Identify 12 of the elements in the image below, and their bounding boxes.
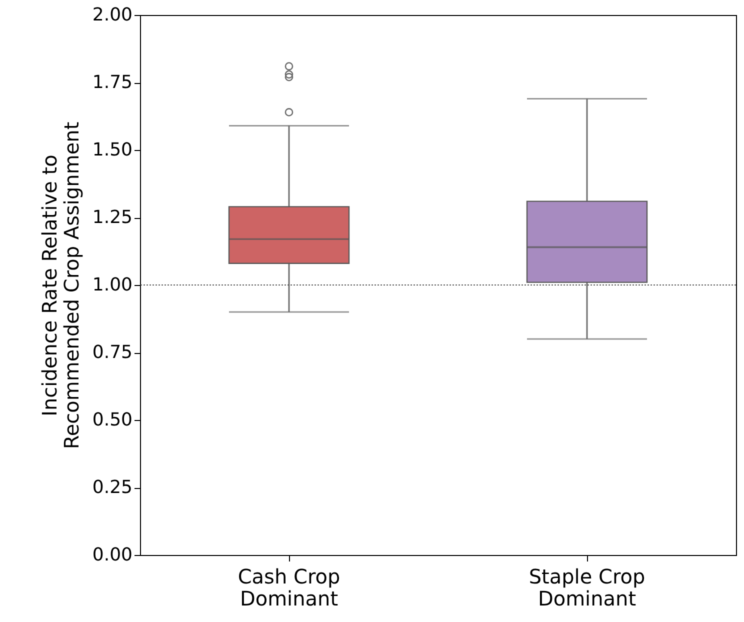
y-tick-label: 2.00 (92, 4, 132, 26)
x-tick-label: Cash Crop Dominant (238, 564, 340, 610)
y-tick-label: 0.75 (92, 342, 132, 363)
y-tick-label: 1.25 (92, 207, 132, 228)
y-axis-title: Incidence Rate Relative to Recommended Crop Assignment (37, 122, 84, 450)
y-tick-label: 0.25 (92, 477, 132, 498)
x-tick-label: Staple Crop Dominant (528, 564, 646, 610)
y-tick-label: 1.00 (92, 274, 132, 296)
y-tick-label: 1.50 (92, 140, 132, 160)
y-tick-label: 1.75 (92, 72, 132, 93)
y-tick-label: 0.50 (92, 410, 132, 430)
y-tick-label: 0.00 (92, 544, 132, 566)
